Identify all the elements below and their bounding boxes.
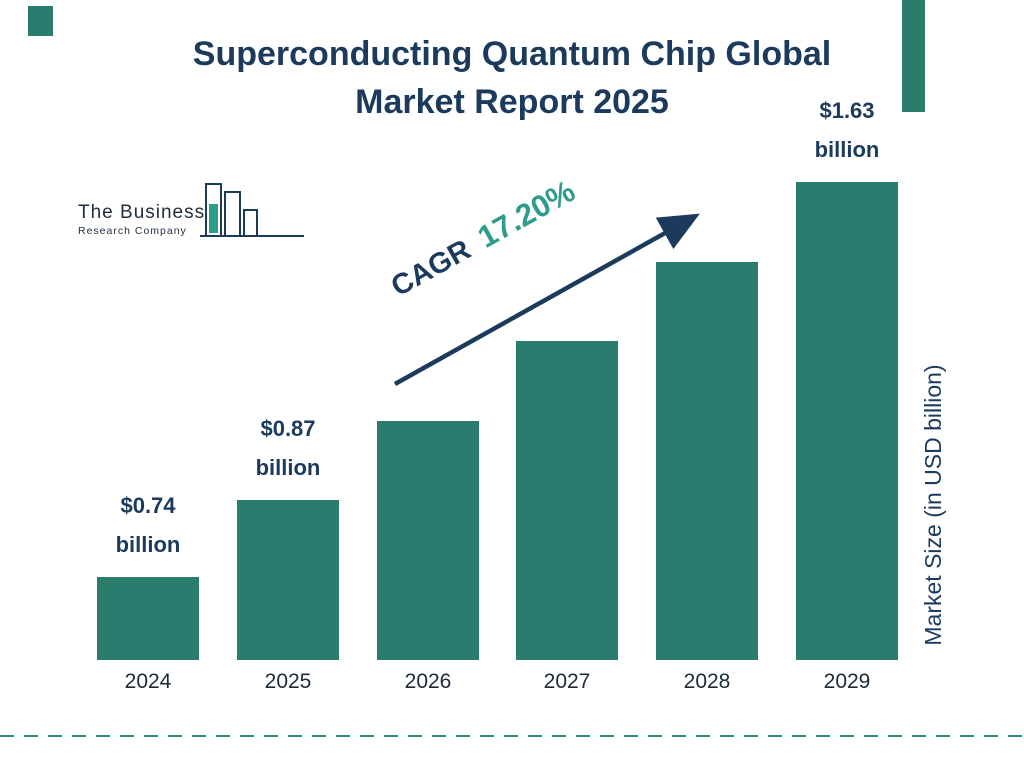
logo-subname: Research Company xyxy=(78,225,187,237)
value-label-2025: $0.87 billion xyxy=(255,415,321,481)
value-label-2024: $0.74 billion xyxy=(115,492,181,558)
bar-2024 xyxy=(97,577,199,660)
page-title-line1: Superconducting Quantum Chip Global xyxy=(192,35,832,73)
x-tick-2029: 2029 xyxy=(823,670,871,693)
y-axis-label: Market Size (in USD billion) xyxy=(920,364,946,646)
x-tick-2028: 2028 xyxy=(683,670,731,693)
bar-2025 xyxy=(237,500,339,660)
page-title-line2: Market Report 2025 xyxy=(355,83,669,122)
x-tick-2027: 2027 xyxy=(543,670,591,693)
bottom-dashed-divider xyxy=(0,735,1024,737)
bar-2026 xyxy=(377,421,479,660)
company-logo-text: The Business Research Company xyxy=(78,202,205,237)
x-tick-2024: 2024 xyxy=(124,670,172,693)
bar-2029 xyxy=(796,182,898,660)
bar-2027 xyxy=(516,341,618,660)
logo-bar-chart-icon xyxy=(200,183,304,237)
value-label-2029: $1.63 billion xyxy=(814,97,880,163)
corner-accent-right xyxy=(902,0,925,112)
bar-2028 xyxy=(656,262,758,660)
x-tick-2026: 2026 xyxy=(404,670,452,693)
page-title: Superconducting Quantum Chip Global Mark… xyxy=(0,30,1024,127)
bar-chart: 2024 $0.74 billion 2025 $0.87 billion 2026 20… xyxy=(97,97,898,693)
company-logo: The Business Research Company xyxy=(70,178,304,248)
logo-name: The Business xyxy=(78,202,206,223)
corner-accent-left xyxy=(28,6,53,36)
x-tick-2025: 2025 xyxy=(264,670,312,693)
